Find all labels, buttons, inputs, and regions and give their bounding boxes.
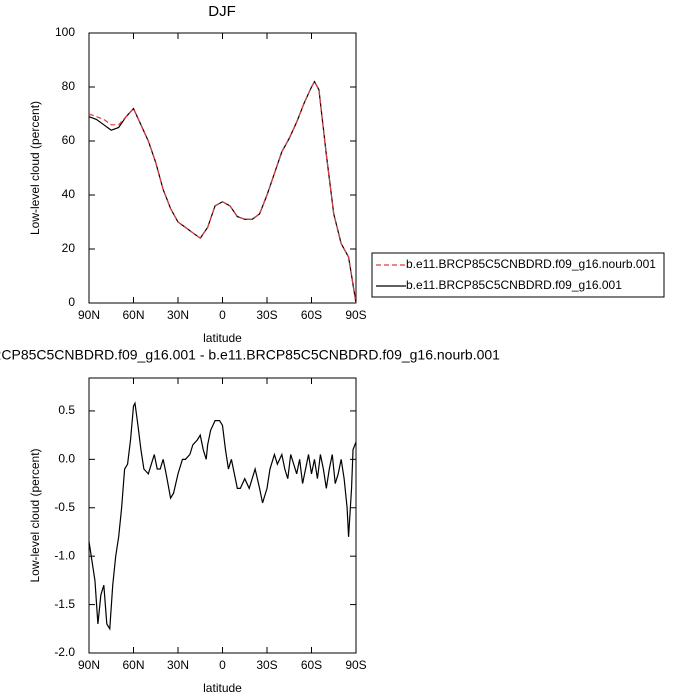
y-tick-label: 0.5 — [58, 403, 75, 417]
x-tick-label: 60S — [301, 658, 322, 672]
y-tick-label: 60 — [62, 133, 76, 147]
x-tick-label: 60S — [301, 308, 322, 322]
x-tick-label: 90S — [345, 658, 366, 672]
x-tick-label: 30N — [167, 308, 189, 322]
data-line — [88, 401, 357, 631]
y-tick-label: 20 — [62, 241, 76, 255]
legend-label: b.e11.BRCP85C5CNBDRD.f09_g16.nourb.001 — [406, 257, 656, 271]
y-tick-label: -1.5 — [54, 597, 75, 611]
x-tick-label: 60N — [122, 658, 144, 672]
x-tick-label: 90S — [345, 308, 366, 322]
x-tick-label: 30S — [256, 658, 277, 672]
plot-frame — [88, 32, 357, 304]
chart-title: b.e11.BRCP85C5CNBDRD.f09_g16.001 - b.e11… — [0, 347, 500, 363]
x-tick-label: 90N — [78, 658, 100, 672]
x-tick-label: 0 — [219, 658, 226, 672]
chart-title: DJF — [208, 3, 236, 20]
plot-frame — [88, 377, 357, 654]
x-tick-label: 0 — [219, 308, 226, 322]
y-tick-label: 40 — [62, 187, 76, 201]
y-tick-label: 80 — [62, 79, 76, 93]
legend-box — [371, 252, 665, 298]
y-tick-label: 0 — [68, 295, 75, 309]
y-tick-label: 0.0 — [58, 452, 75, 466]
y-axis-label: Low-level cloud (percent) — [28, 101, 42, 235]
y-tick-label: -0.5 — [54, 500, 75, 514]
y-tick-label: -2.0 — [54, 645, 75, 659]
y-tick-label: -1.0 — [54, 548, 75, 562]
x-tick-label: 30S — [256, 308, 277, 322]
data-line — [88, 80, 357, 304]
x-axis-label: latitude — [203, 331, 242, 345]
x-tick-label: 60N — [122, 308, 144, 322]
x-axis-label: latitude — [203, 681, 242, 695]
x-tick-label: 30N — [167, 658, 189, 672]
x-tick-label: 90N — [78, 308, 100, 322]
legend-label: b.e11.BRCP85C5CNBDRD.f09_g16.001 — [406, 278, 622, 292]
y-axis-label: Low-level cloud (percent) — [28, 448, 42, 582]
data-line — [88, 80, 357, 304]
y-tick-label: 100 — [55, 25, 75, 39]
